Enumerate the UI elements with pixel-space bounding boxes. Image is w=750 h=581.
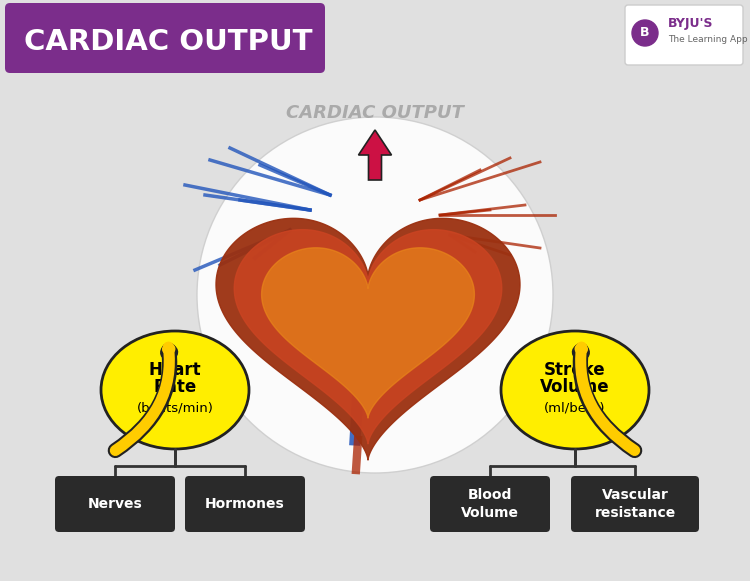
FancyArrowPatch shape	[580, 350, 634, 450]
Polygon shape	[234, 229, 502, 444]
Circle shape	[197, 117, 553, 473]
Text: Nerves: Nerves	[88, 497, 142, 511]
FancyBboxPatch shape	[5, 3, 325, 73]
FancyBboxPatch shape	[430, 476, 550, 532]
Text: (ml/beat): (ml/beat)	[544, 401, 606, 414]
Text: Hormones: Hormones	[205, 497, 285, 511]
Text: Heart: Heart	[148, 361, 201, 379]
Text: CARDIAC OUTPUT: CARDIAC OUTPUT	[24, 28, 312, 56]
FancyBboxPatch shape	[185, 476, 305, 532]
Text: B: B	[640, 27, 650, 40]
FancyArrowPatch shape	[116, 347, 170, 450]
Ellipse shape	[501, 331, 649, 449]
FancyBboxPatch shape	[571, 476, 699, 532]
FancyArrowPatch shape	[580, 347, 634, 450]
Text: BYJU'S: BYJU'S	[668, 17, 713, 30]
Polygon shape	[262, 248, 475, 418]
Text: Vascular
resistance: Vascular resistance	[594, 489, 676, 519]
Text: Blood
Volume: Blood Volume	[461, 489, 519, 519]
FancyBboxPatch shape	[625, 5, 743, 65]
Polygon shape	[216, 218, 520, 460]
Ellipse shape	[101, 331, 249, 449]
Text: Volume: Volume	[540, 378, 610, 396]
Text: CARDIAC OUTPUT: CARDIAC OUTPUT	[286, 104, 464, 122]
FancyBboxPatch shape	[55, 476, 175, 532]
Text: (beats/min): (beats/min)	[136, 401, 214, 414]
Text: The Learning App: The Learning App	[668, 35, 748, 45]
Circle shape	[632, 20, 658, 46]
FancyArrowPatch shape	[116, 350, 170, 450]
Text: Rate: Rate	[153, 378, 197, 396]
FancyArrow shape	[358, 130, 392, 180]
Text: Stroke: Stroke	[544, 361, 606, 379]
